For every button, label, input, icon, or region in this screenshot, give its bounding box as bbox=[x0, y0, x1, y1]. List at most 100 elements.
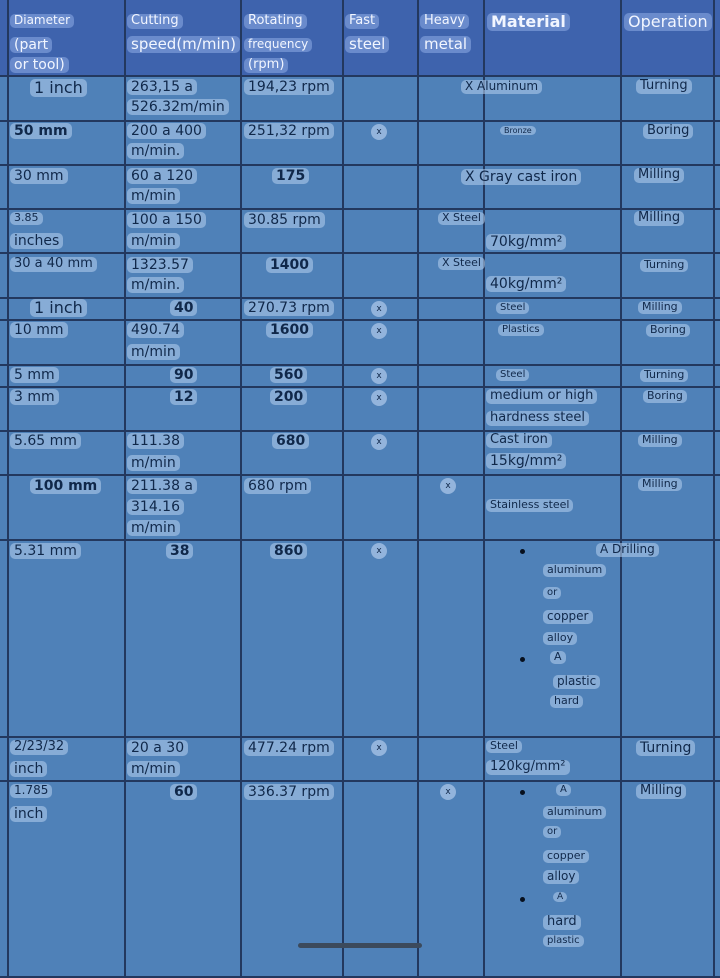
cell-operation: Milling bbox=[638, 477, 682, 491]
cell-cutting: 263,15 a bbox=[127, 79, 198, 96]
cell-material: alloy bbox=[543, 869, 580, 884]
cell-material: Stainless steel bbox=[486, 498, 574, 512]
cell-cutting: m/min bbox=[127, 761, 180, 778]
cell-rpm: 200 bbox=[270, 389, 308, 406]
row-divider bbox=[0, 736, 720, 738]
cell-material: or bbox=[543, 826, 562, 838]
cell-operation: Boring bbox=[643, 123, 694, 139]
header-rotating-line1: Rotating bbox=[244, 13, 307, 29]
cell-material: 40kg/mm² bbox=[486, 276, 567, 293]
cell-diameter: inches bbox=[10, 233, 64, 250]
cell-material: aluminum bbox=[543, 805, 607, 819]
column-divider bbox=[620, 0, 622, 978]
heavy-metal-mark: x bbox=[440, 784, 456, 800]
cell-material: A Drilling bbox=[596, 542, 659, 557]
cell-diameter: 3.85 bbox=[10, 211, 43, 225]
header-rotating-line2: frequency bbox=[244, 37, 313, 52]
row-divider bbox=[0, 164, 720, 166]
cell-material: A bbox=[556, 784, 571, 796]
bullet-icon bbox=[520, 657, 525, 662]
cell-material: alloy bbox=[543, 631, 578, 645]
cell-diameter: 5 mm bbox=[10, 367, 59, 384]
header-diameter-line3: or tool) bbox=[10, 57, 69, 74]
bullet-icon bbox=[520, 549, 525, 554]
cell-cutting: 526.32m/min bbox=[127, 99, 229, 116]
cell-operation: Milling bbox=[638, 433, 682, 447]
cell-rpm: 1600 bbox=[266, 322, 313, 339]
cell-rpm: 860 bbox=[270, 543, 308, 560]
column-divider bbox=[713, 0, 715, 978]
cell-diameter: 2/23/32 bbox=[10, 739, 69, 755]
column-divider bbox=[240, 0, 242, 978]
cell-operation: Milling bbox=[638, 300, 682, 314]
cell-material: plastic bbox=[543, 935, 584, 947]
cell-operation: Boring bbox=[646, 323, 690, 337]
cell-rpm: 1400 bbox=[266, 257, 313, 274]
cell-cutting: 60 a 120 bbox=[127, 168, 198, 185]
cell-cutting: 100 a 150 bbox=[127, 212, 206, 229]
fast-steel-mark: x bbox=[371, 740, 387, 756]
fast-steel-mark: x bbox=[371, 301, 387, 317]
cell-cutting: m/min bbox=[127, 344, 180, 361]
cell-cutting: m/min. bbox=[127, 143, 185, 160]
cell-cutting: m/min. bbox=[127, 277, 185, 294]
cell-material: Steel bbox=[496, 302, 530, 314]
header-material: Material bbox=[487, 12, 570, 32]
cell-diameter: 30 a 40 mm bbox=[10, 256, 97, 272]
cell-cutting: 90 bbox=[170, 367, 198, 384]
cell-rpm: 251,32 rpm bbox=[244, 123, 334, 140]
cell-material: or bbox=[543, 587, 562, 599]
cell-rpm: 194,23 rpm bbox=[244, 79, 334, 96]
cell-rpm: 560 bbox=[270, 367, 308, 384]
row-divider bbox=[0, 976, 720, 978]
cell-cutting: 12 bbox=[170, 389, 198, 406]
cell-material: hardness steel bbox=[486, 410, 589, 426]
row-divider bbox=[0, 208, 720, 210]
header-diameter-line2: (part bbox=[10, 37, 53, 54]
cell-material: 120kg/mm² bbox=[486, 759, 570, 775]
fast-steel-mark: x bbox=[371, 368, 387, 384]
cell-operation: Milling bbox=[634, 210, 685, 226]
heavy-metal-mark: x bbox=[440, 478, 456, 494]
cell-diameter: 100 mm bbox=[30, 478, 102, 495]
column-divider bbox=[124, 0, 126, 978]
header-heavy-line1: Heavy bbox=[420, 13, 470, 29]
column-divider bbox=[417, 0, 419, 978]
header-diameter-line1: Diameter bbox=[10, 13, 75, 28]
row-divider bbox=[0, 120, 720, 122]
header-heavy-line2: metal bbox=[420, 35, 472, 54]
cell-diameter: 1 inch bbox=[30, 298, 87, 318]
cell-material: A bbox=[553, 892, 568, 903]
row-divider bbox=[0, 364, 720, 366]
cell-operation: Milling bbox=[634, 167, 685, 183]
cell-material: Steel bbox=[486, 739, 522, 753]
cell-diameter: 5.65 mm bbox=[10, 433, 81, 450]
cell-cutting: 200 a 400 bbox=[127, 123, 206, 140]
cell-material: X Aluminum bbox=[461, 79, 543, 94]
fast-steel-mark: x bbox=[371, 323, 387, 339]
column-divider bbox=[342, 0, 344, 978]
cell-material: 15kg/mm² bbox=[486, 453, 567, 470]
cell-diameter: 50 mm bbox=[10, 123, 72, 140]
row-divider bbox=[0, 474, 720, 476]
header-fast-line1: Fast bbox=[345, 13, 380, 29]
cell-cutting: 1323.57 bbox=[127, 257, 193, 274]
cell-rpm: 680 rpm bbox=[244, 478, 312, 495]
cell-cutting: m/min bbox=[127, 455, 180, 472]
cell-material: aluminum bbox=[543, 563, 607, 577]
cell-cutting: 38 bbox=[166, 543, 194, 560]
row-divider bbox=[0, 430, 720, 432]
cell-operation: Turning bbox=[640, 368, 689, 382]
cell-heavy-metal: X Steel bbox=[438, 211, 485, 225]
column-divider bbox=[483, 0, 485, 978]
row-divider bbox=[0, 319, 720, 321]
cell-material: hard bbox=[550, 694, 584, 708]
cell-cutting: m/min bbox=[127, 233, 180, 250]
cell-cutting: 40 bbox=[170, 300, 198, 317]
cell-rpm: 175 bbox=[272, 168, 310, 185]
scroll-handle[interactable] bbox=[298, 943, 422, 948]
cell-operation: Milling bbox=[636, 783, 687, 799]
cell-operation: Turning bbox=[640, 258, 689, 272]
fast-steel-mark: x bbox=[371, 543, 387, 559]
